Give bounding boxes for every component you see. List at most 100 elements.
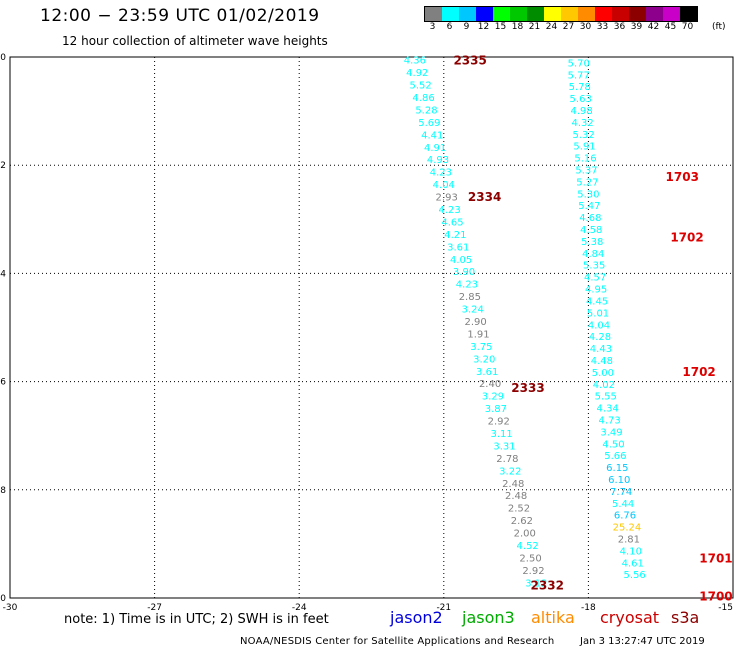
swh-value-jason2: 5.69 xyxy=(418,118,440,129)
legend-swatch xyxy=(527,7,544,21)
swh-value-cryosat: 5.38 xyxy=(581,237,603,248)
swh-value-cryosat: 4.84 xyxy=(582,249,604,260)
swh-value-cryosat: 25.24 xyxy=(613,523,642,534)
swh-value-cryosat: 5.63 xyxy=(570,94,592,105)
swh-value-cryosat: 5.00 xyxy=(592,368,614,379)
swh-value-jason2: 3.22 xyxy=(499,466,521,477)
footer-timestamp: Jan 3 13:27:47 UTC 2019 xyxy=(580,636,705,647)
legend-label: 39 xyxy=(630,22,643,32)
swh-value-cryosat: 5.55 xyxy=(595,392,617,403)
swh-value-jason2: 3.61 xyxy=(476,367,498,378)
legend-label: 27 xyxy=(562,22,575,32)
pass-time-label: 2335 xyxy=(453,54,486,68)
swh-value-cryosat: 5.35 xyxy=(583,261,605,272)
swh-value-cryosat: 4.04 xyxy=(588,320,610,331)
legend-swatch xyxy=(561,7,578,21)
swh-value-jason2: 4.86 xyxy=(412,93,434,104)
legend-swatch xyxy=(663,7,680,21)
legend-label: 12 xyxy=(477,22,490,32)
legend-label: 33 xyxy=(596,22,609,32)
swh-value-jason2: 4.04 xyxy=(433,180,455,191)
legend-swatch xyxy=(612,7,629,21)
color-scale-labels: 3 6 9 12 15 18 21 24 27 30 33 36 39 42 45 70 xyxy=(424,22,696,32)
lat-tick-label: -20 xyxy=(0,594,6,604)
swh-value-jason2: 3.12 xyxy=(525,578,547,589)
lat-tick-label: -18 xyxy=(0,486,6,496)
swh-value-jason2: 4.23 xyxy=(456,280,478,291)
pass-time-label: 1703 xyxy=(666,170,699,184)
swh-value-cryosat: 5.70 xyxy=(568,58,590,69)
pass-time-label: 2332 xyxy=(531,578,564,592)
pass-time-label: 1701 xyxy=(699,551,732,565)
swh-value-jason2: 3.29 xyxy=(482,392,504,403)
page-title: 12:00 − 23:59 UTC 01/02/2019 xyxy=(40,6,320,26)
swh-value-cryosat: 4.43 xyxy=(590,344,612,355)
swh-value-jason2: 2.92 xyxy=(522,566,544,577)
swh-value-cryosat: 5.37 xyxy=(575,166,597,177)
swh-value-cryosat: 7.74 xyxy=(610,487,632,498)
swh-value-cryosat: 4.34 xyxy=(597,404,619,415)
swh-value-cryosat: 4.48 xyxy=(591,356,613,367)
footer-note: note: 1) Time is in UTC; 2) SWH is in fe… xyxy=(64,612,329,627)
pass-time-label: 1702 xyxy=(670,231,703,245)
swh-value-jason2: 4.41 xyxy=(421,130,443,141)
swh-value-jason2: 4.93 xyxy=(427,155,449,166)
legend-label: 6 xyxy=(446,22,453,32)
color-scale-legend xyxy=(424,6,698,22)
swh-value-cryosat: 2.81 xyxy=(618,534,640,545)
legend-swatch xyxy=(680,7,697,21)
swh-value-jason2: 4.23 xyxy=(438,205,460,216)
lon-tick-label: -21 xyxy=(436,603,451,613)
legend-swatch xyxy=(459,7,476,21)
legend-swatch xyxy=(476,7,493,21)
swh-value-cryosat: 5.56 xyxy=(624,570,646,581)
legend-swatch xyxy=(629,7,646,21)
swh-value-cryosat: 5.47 xyxy=(578,201,600,212)
swh-value-jason2: 2.52 xyxy=(508,504,530,515)
swh-value-cryosat: 4.61 xyxy=(622,558,644,569)
swh-value-jason2: 2.48 xyxy=(505,491,527,502)
legend-label: 42 xyxy=(647,22,660,32)
lat-tick-label: -12 xyxy=(0,161,6,171)
swh-value-jason2: 4.21 xyxy=(444,230,466,241)
swh-value-jason2: 2.00 xyxy=(514,529,536,540)
legend-label: 3 xyxy=(429,22,436,32)
swh-value-jason2: 2.93 xyxy=(436,193,458,204)
lat-tick-label: -10 xyxy=(0,53,6,63)
swh-value-cryosat: 4.50 xyxy=(602,439,624,450)
satellite-legend-altika: altika xyxy=(531,608,575,627)
swh-value-cryosat: 4.45 xyxy=(586,296,608,307)
satellite-legend-jason2: jason2 xyxy=(390,608,443,627)
satellite-legend-jason3: jason3 xyxy=(462,608,515,627)
swh-value-cryosat: 4.32 xyxy=(571,118,593,129)
swh-value-jason2: 4.23 xyxy=(430,168,452,179)
swh-value-cryosat: 5.78 xyxy=(569,82,591,93)
swh-value-cryosat: 5.30 xyxy=(577,189,599,200)
swh-value-jason2: 3.75 xyxy=(470,342,492,353)
swh-value-jason2: 2.85 xyxy=(459,292,481,303)
legend-label: 36 xyxy=(613,22,626,32)
swh-value-jason2: 2.62 xyxy=(511,516,533,527)
swh-value-cryosat: 4.10 xyxy=(620,546,642,557)
legend-swatch xyxy=(442,7,459,21)
swh-value-cryosat: 4.57 xyxy=(584,273,606,284)
swh-value-cryosat: 6.76 xyxy=(614,511,636,522)
swh-value-cryosat: 5.16 xyxy=(574,154,596,165)
swh-value-cryosat: 4.58 xyxy=(580,225,602,236)
swh-value-jason2: 2.78 xyxy=(496,454,518,465)
map-frame xyxy=(9,56,734,599)
pass-time-label: 1702 xyxy=(682,365,715,379)
page-subtitle: 12 hour collection of altimeter wave hei… xyxy=(62,34,328,48)
swh-value-jason2: 4.92 xyxy=(406,68,428,79)
color-scale-unit: (ft) xyxy=(712,22,726,32)
pass-time-label: 2333 xyxy=(511,381,544,395)
swh-value-jason2: 3.90 xyxy=(453,267,475,278)
swh-value-jason2: 2.40 xyxy=(479,379,501,390)
lon-tick-label: -30 xyxy=(3,603,18,613)
legend-label: 21 xyxy=(528,22,541,32)
swh-value-cryosat: 5.66 xyxy=(604,451,626,462)
lon-tick-label: -15 xyxy=(718,603,733,613)
legend-swatch xyxy=(510,7,527,21)
lat-tick-label: -16 xyxy=(0,378,6,388)
